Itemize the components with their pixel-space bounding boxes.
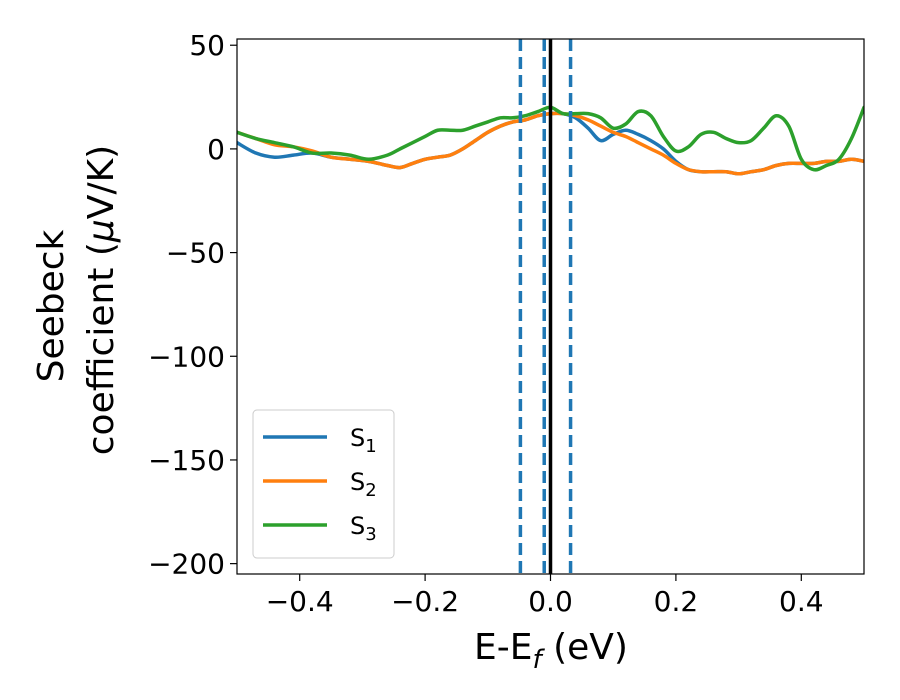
x-axis-label: E-Ef (eV) bbox=[474, 627, 628, 675]
y-tick-label: −150 bbox=[148, 444, 225, 477]
y-tick-label: 50 bbox=[189, 29, 225, 62]
legend-label-s3: S3 bbox=[350, 512, 377, 545]
legend: S1 S2 S3 bbox=[252, 409, 395, 559]
legend-box bbox=[252, 409, 395, 559]
x-tick-label: −0.4 bbox=[266, 585, 334, 618]
legend-label-s1: S1 bbox=[350, 424, 377, 457]
y-axis-label-line1: Seebeck bbox=[31, 229, 72, 382]
y-tick-label: −50 bbox=[166, 237, 225, 270]
y-axis-label-line2: coefficient (μV/K) bbox=[81, 145, 122, 455]
legend-label-s2: S2 bbox=[350, 468, 377, 501]
x-tick-label: 0.2 bbox=[654, 585, 699, 618]
y-tick-label: −200 bbox=[148, 548, 225, 581]
y-tick-label: 0 bbox=[207, 133, 225, 166]
series-line-s3 bbox=[237, 105, 864, 172]
x-tick-label: 0.4 bbox=[779, 585, 824, 618]
x-tick-label: −0.2 bbox=[391, 585, 459, 618]
x-tick-label: 0.0 bbox=[528, 585, 573, 618]
series-line-s2 bbox=[237, 111, 864, 176]
y-tick-label: −100 bbox=[148, 340, 225, 373]
